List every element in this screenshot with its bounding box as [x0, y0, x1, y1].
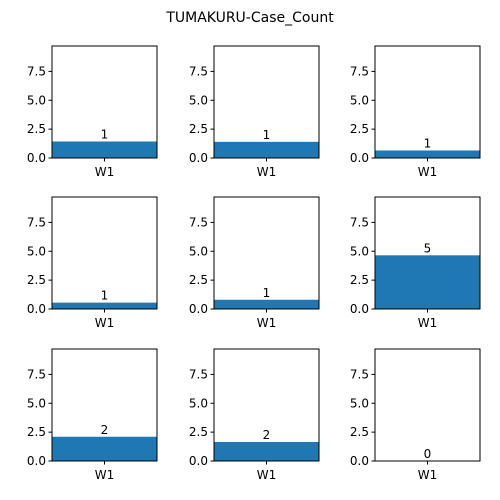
y-tick-label: 7.5 [189, 367, 208, 381]
data-label: 0 [424, 447, 432, 461]
panel-4: 0.0 2.5 5.0 7.5 W1 1 [27, 196, 158, 330]
x-tick-label: W1 [257, 468, 277, 482]
bar-2 [214, 141, 319, 158]
y-tick-label: 5.0 [189, 93, 208, 107]
x-tick-label: W1 [95, 165, 115, 179]
y-tick-label: 2.5 [189, 122, 208, 136]
y-tick-label: 0.0 [27, 454, 46, 468]
y-tick-label: 7.5 [189, 215, 208, 229]
chart-title: TUMAKURU-Case_Count [165, 10, 334, 26]
x-tick-label: W1 [418, 468, 438, 482]
y-tick-label: 5.0 [350, 244, 369, 258]
y-tick-label: 5.0 [27, 244, 46, 258]
panel-8: 0.0 2.5 5.0 7.5 W1 2 [189, 348, 320, 482]
axes-frame [374, 348, 481, 462]
data-label: 1 [101, 289, 109, 303]
y-tick-label: 7.5 [189, 64, 208, 78]
y-tick-label: 5.0 [189, 396, 208, 410]
y-tick-label: 0.0 [189, 151, 208, 165]
data-label: 1 [424, 136, 432, 150]
x-tick-label: W1 [257, 316, 277, 330]
y-tick-label: 0.0 [27, 151, 46, 165]
y-tick-label: 2.5 [27, 122, 46, 136]
y-tick-label: 2.5 [350, 122, 369, 136]
panel-9: 0.0 2.5 5.0 7.5 W1 0 [350, 348, 481, 482]
panel-5: 0.0 2.5 5.0 7.5 W1 1 [189, 196, 320, 330]
y-tick-label: 7.5 [350, 215, 369, 229]
data-label: 1 [263, 286, 271, 300]
data-label: 2 [263, 428, 271, 442]
y-tick-label: 7.5 [350, 367, 369, 381]
x-tick-label: W1 [257, 165, 277, 179]
y-tick-label: 2.5 [189, 273, 208, 287]
y-tick-label: 5.0 [350, 93, 369, 107]
y-tick-label: 0.0 [350, 454, 369, 468]
y-tick-label: 2.5 [27, 425, 46, 439]
panel-7: 0.0 2.5 5.0 7.5 W1 2 [27, 348, 158, 482]
x-tick-label: W1 [95, 316, 115, 330]
data-label: 2 [101, 423, 109, 437]
y-tick-label: 7.5 [27, 367, 46, 381]
y-tick-label: 5.0 [189, 244, 208, 258]
bar-8 [214, 441, 319, 461]
y-tick-label: 0.0 [350, 151, 369, 165]
data-label: 1 [263, 128, 271, 142]
panels-grid: 0.0 2.5 5.0 7.5 W1 1 0.0 2.5 5.0 7.5 W1 1 0.0 2.5 5.0 7… [27, 45, 481, 482]
y-tick-label: 2.5 [350, 425, 369, 439]
y-tick-label: 5.0 [350, 396, 369, 410]
x-tick-label: W1 [418, 316, 438, 330]
bar-6 [375, 255, 480, 309]
bar-4 [52, 302, 157, 309]
panel-1: 0.0 2.5 5.0 7.5 W1 1 [27, 45, 158, 179]
y-tick-label: 0.0 [350, 302, 369, 316]
x-tick-label: W1 [418, 165, 438, 179]
y-tick-label: 2.5 [350, 273, 369, 287]
y-tick-label: 0.0 [27, 302, 46, 316]
bar-1 [52, 141, 157, 158]
panel-6: 0.0 2.5 5.0 7.5 W1 5 [350, 196, 481, 330]
panel-3: 0.0 2.5 5.0 7.5 W1 1 [350, 45, 481, 179]
data-label: 5 [424, 241, 432, 255]
y-tick-label: 2.5 [27, 273, 46, 287]
y-tick-label: 0.0 [189, 454, 208, 468]
y-tick-label: 7.5 [350, 64, 369, 78]
y-tick-label: 2.5 [189, 425, 208, 439]
y-tick-label: 0.0 [189, 302, 208, 316]
x-tick-label: W1 [95, 468, 115, 482]
data-label: 1 [101, 127, 109, 141]
y-tick-label: 5.0 [27, 93, 46, 107]
bar-3 [375, 150, 480, 158]
y-tick-label: 7.5 [27, 64, 46, 78]
bar-7 [52, 436, 157, 461]
y-tick-label: 5.0 [27, 396, 46, 410]
panel-2: 0.0 2.5 5.0 7.5 W1 1 [189, 45, 320, 179]
y-tick-label: 7.5 [27, 215, 46, 229]
bar-5 [214, 299, 319, 309]
